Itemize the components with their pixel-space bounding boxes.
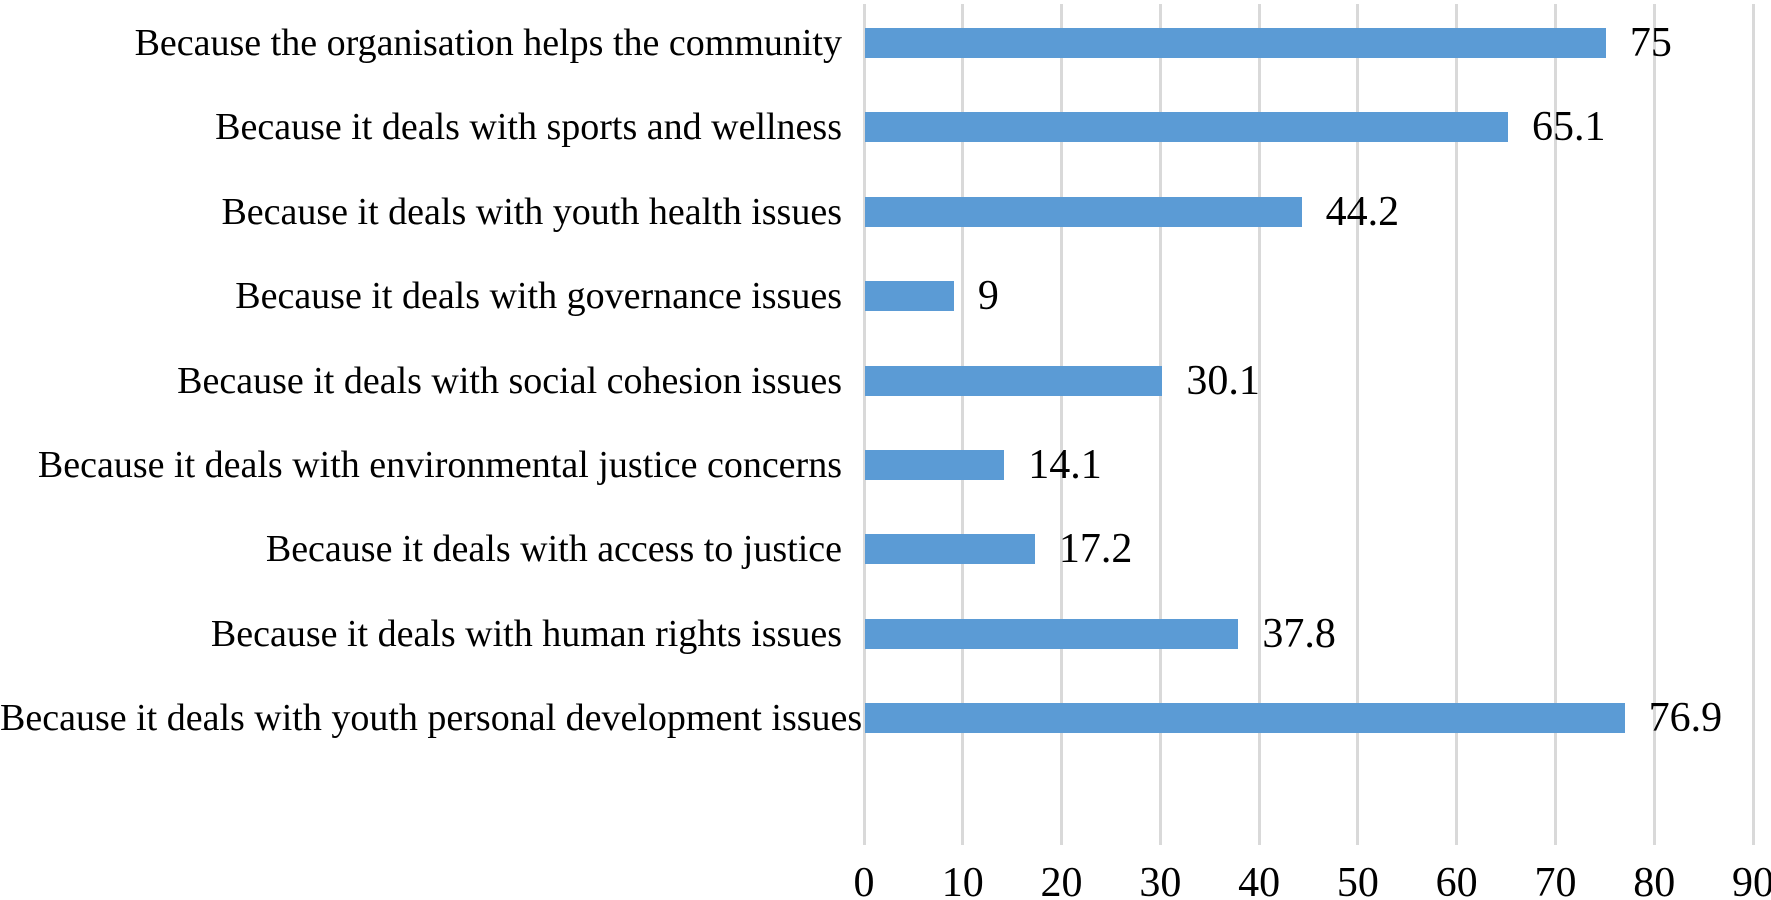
x-tick-label: 0 [853,860,875,900]
bar [865,281,954,312]
gridline [1751,4,1755,845]
category-label: Because it deals with environmental just… [37,444,842,486]
bar-value-label: 44.2 [1325,188,1400,235]
bar-value-label: 37.8 [1262,610,1336,657]
bar [865,112,1509,143]
bar [865,365,1163,396]
x-tick-label: 60 [1435,860,1478,900]
bar-value-label: 75 [1629,20,1672,66]
category-label: Because it deals with sports and wellnes… [215,106,842,149]
bar [865,618,1239,649]
x-tick-label: 10 [941,860,984,900]
bar-value-label: 9 [977,273,999,320]
x-tick-label: 90 [1732,860,1771,900]
category-label: Because it deals with social cohesion is… [177,359,842,402]
x-tick-label: 70 [1534,860,1577,900]
bar [865,534,1035,565]
bar [865,196,1302,227]
category-label: Because it deals with access to justice [265,528,842,571]
bar [865,703,1625,734]
bar-value-label: 76.9 [1648,695,1723,742]
category-label: Because it deals with governance issues [235,275,842,318]
category-label: Because it deals with youth personal dev… [0,697,863,740]
x-tick-label: 20 [1040,860,1083,900]
bar-value-label: 30.1 [1186,357,1260,404]
x-tick-label: 30 [1139,860,1182,900]
category-label: Because it deals with human rights issue… [210,612,842,655]
category-label: Because it deals with youth health issue… [221,190,842,233]
bar-value-label: 65.1 [1532,104,1606,151]
bar [865,28,1606,58]
bar-value-label: 17.2 [1058,526,1133,573]
x-tick-label: 40 [1238,860,1281,900]
bar-value-label: 14.1 [1028,442,1102,488]
x-tick-label: 80 [1633,860,1676,900]
bar [865,450,1005,480]
x-tick-label: 50 [1336,860,1379,900]
category-label: Because the organisation helps the commu… [134,22,842,64]
